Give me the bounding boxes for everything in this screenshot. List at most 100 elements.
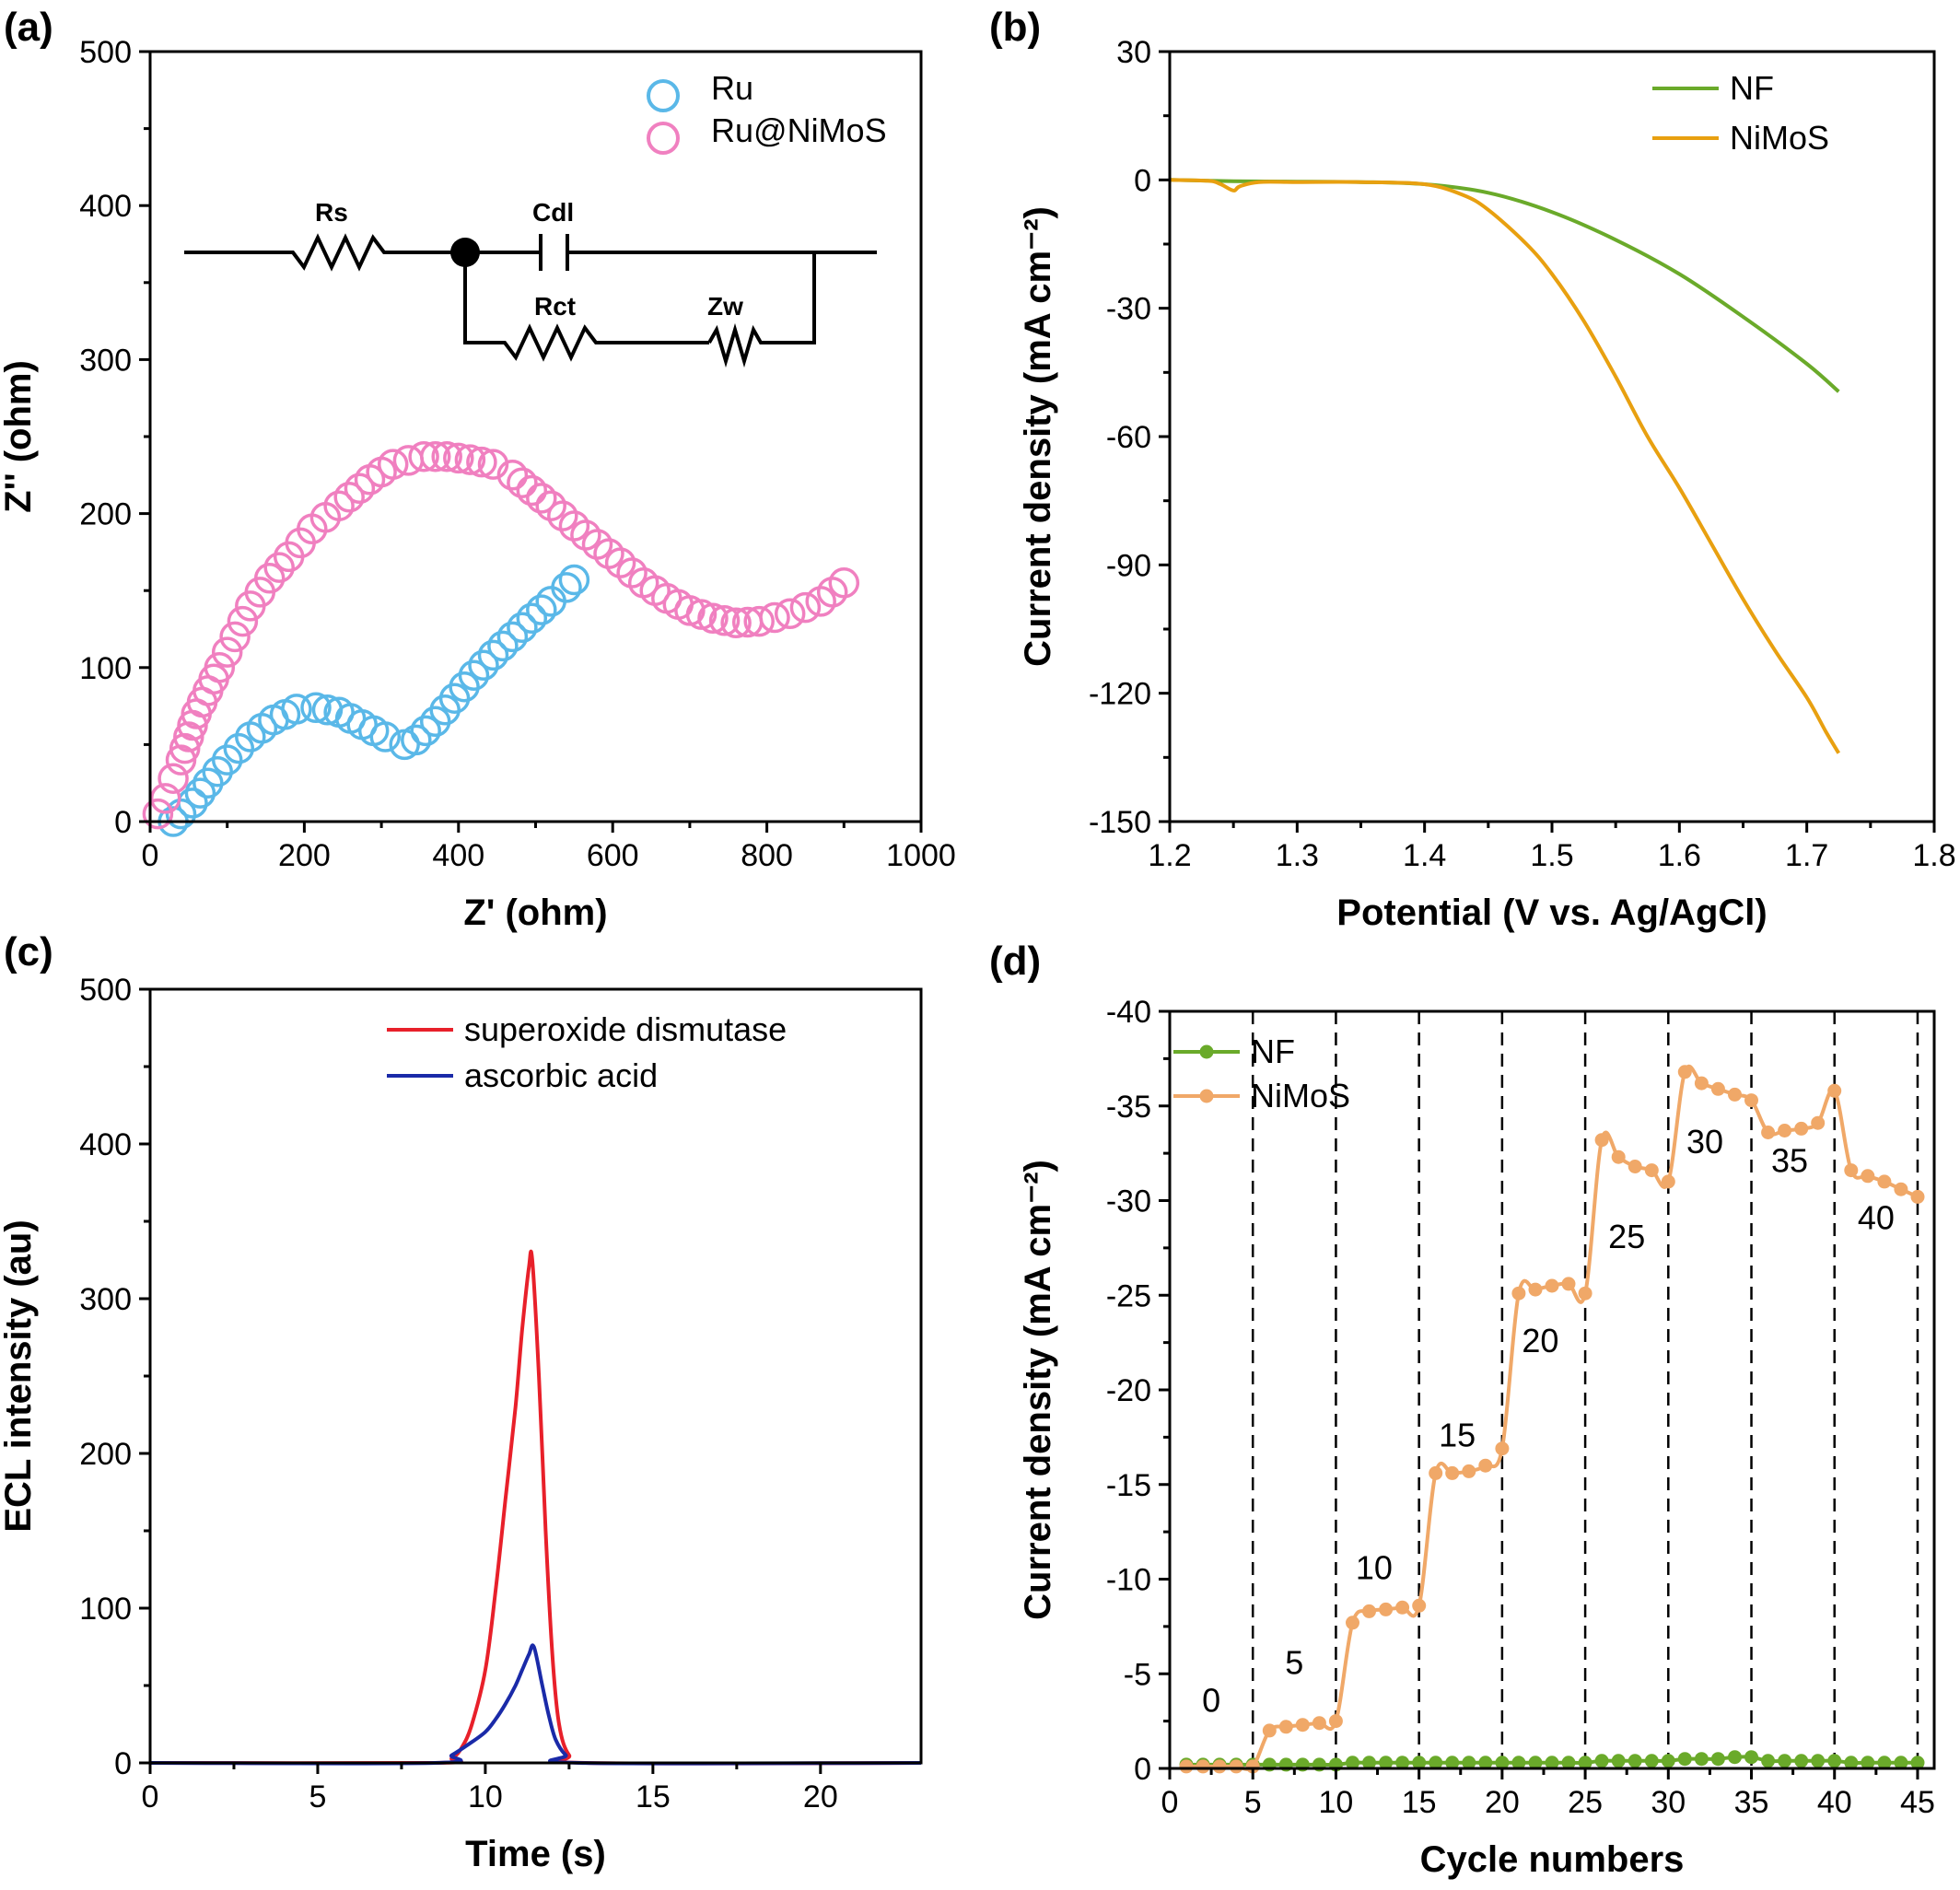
data-point <box>547 500 578 531</box>
data-point <box>516 602 548 635</box>
data-point <box>211 636 243 668</box>
cycle-annotation: 20 <box>1522 1322 1558 1359</box>
data-point <box>1594 1133 1609 1148</box>
data-point <box>1328 1714 1343 1729</box>
data-point <box>1910 1189 1925 1204</box>
data-point <box>142 798 174 830</box>
legend-label: NF <box>1730 69 1774 107</box>
legend-marker <box>647 79 680 112</box>
data-point <box>1295 1718 1310 1732</box>
y-tick-label: -150 <box>1089 805 1151 840</box>
cycle-annotation: 30 <box>1686 1123 1723 1161</box>
data-point <box>759 601 790 634</box>
data-point <box>1545 1756 1559 1770</box>
data-point <box>1661 1174 1675 1189</box>
circuit-wire-lower <box>463 252 816 362</box>
data-point <box>1894 1756 1908 1770</box>
data-point <box>263 552 295 583</box>
data-point <box>774 598 806 630</box>
y-tick-label: 0 <box>1134 1752 1151 1787</box>
panel-d: 0 5 10 15 20 25 30 35 40 45 -40 -35 -30 -25 -20 -15 -10 -… <box>1018 995 1936 1880</box>
cycle-annotation: 5 <box>1285 1643 1303 1681</box>
data-point <box>438 682 471 714</box>
y-axis-title: Current density (mA cm⁻²) <box>1018 1160 1058 1620</box>
data-point <box>1644 1163 1659 1178</box>
data-point <box>1710 1752 1725 1767</box>
data-point <box>431 440 462 472</box>
x-tick-label: 40 <box>1817 1785 1852 1820</box>
data-point <box>697 602 729 635</box>
data-point <box>1578 1286 1592 1301</box>
data-point <box>1844 1756 1859 1770</box>
y-tick-label: -35 <box>1106 1090 1151 1125</box>
x-tick-label: 1.2 <box>1148 838 1191 873</box>
data-point <box>789 591 822 624</box>
x-tick-label: 45 <box>1900 1785 1935 1820</box>
y-tick-label: -25 <box>1106 1278 1151 1313</box>
data-point <box>1794 1121 1809 1136</box>
data-point <box>1811 1115 1826 1130</box>
x-tick-label: 5 <box>309 1779 326 1814</box>
x-tick-label: 20 <box>1485 1785 1520 1820</box>
data-point <box>1761 1126 1776 1139</box>
y-tick-label: 400 <box>79 1127 132 1162</box>
circuit-wire-main <box>184 233 465 272</box>
data-point <box>158 763 189 794</box>
x-axis-title: Z' (ohm) <box>463 892 607 933</box>
data-point <box>1661 1754 1675 1768</box>
cycle-annotation: 15 <box>1439 1417 1476 1454</box>
data-point <box>1346 1616 1359 1630</box>
circuit-label-zw: Zw <box>707 292 743 321</box>
y-tick-label: 100 <box>79 1592 132 1627</box>
x-tick-label: 0 <box>142 1779 159 1814</box>
legend-marker <box>647 122 680 155</box>
data-point <box>507 612 538 644</box>
data-point <box>184 777 216 809</box>
data-point <box>1312 1716 1326 1731</box>
data-point <box>253 563 286 594</box>
data-point <box>1262 1723 1277 1738</box>
data-point <box>1511 1756 1526 1770</box>
panel-c-label: (c) <box>4 929 53 974</box>
data-point <box>516 474 548 507</box>
data-point <box>1196 1759 1210 1774</box>
plot-frame <box>1168 50 1936 823</box>
data-point <box>1346 1756 1359 1770</box>
data-point <box>1412 1598 1427 1613</box>
legend-c: superoxide dismutase ascorbic acid <box>387 1010 787 1094</box>
y-tick-label: 0 <box>114 805 132 840</box>
panel-d-label: (d) <box>989 939 1041 984</box>
data-point <box>1412 1756 1427 1770</box>
data-point <box>828 567 860 599</box>
data-point <box>1578 1756 1592 1770</box>
data-point <box>344 472 376 505</box>
series-a-0 <box>158 564 590 837</box>
data-point <box>1561 1277 1576 1291</box>
x-axis-title: Cycle numbers <box>1420 1839 1685 1880</box>
data-point <box>458 659 490 691</box>
data-point <box>1212 1759 1227 1774</box>
x-tick-label: 25 <box>1568 1785 1603 1820</box>
legend-marker <box>1199 1089 1214 1103</box>
panel-b: 1.2 1.3 1.4 1.5 1.6 1.7 1.8 30 0 -30 -60 -90 -120 -15… <box>1018 35 1956 933</box>
data-point <box>1561 1756 1576 1770</box>
x-tick-label: 5 <box>1244 1785 1262 1820</box>
data-point <box>1511 1286 1526 1301</box>
y-tick-label: 30 <box>1116 35 1151 70</box>
data-point <box>743 605 775 637</box>
y-tick-label: 300 <box>79 343 132 378</box>
data-point <box>1628 1160 1642 1173</box>
data-point <box>1429 1465 1443 1480</box>
data-point <box>1462 1464 1476 1478</box>
legend-label: NF <box>1251 1032 1295 1070</box>
panel-a-label: (a) <box>4 5 53 50</box>
data-point <box>1861 1169 1875 1184</box>
data-point <box>1395 1756 1410 1770</box>
data-point <box>1844 1163 1859 1178</box>
equivalent-circuit-diagram: Rs Cdl Rct Zw <box>184 198 877 368</box>
data-point <box>466 446 497 478</box>
plot-frame <box>148 50 923 823</box>
x-tick-label: 35 <box>1734 1785 1769 1820</box>
